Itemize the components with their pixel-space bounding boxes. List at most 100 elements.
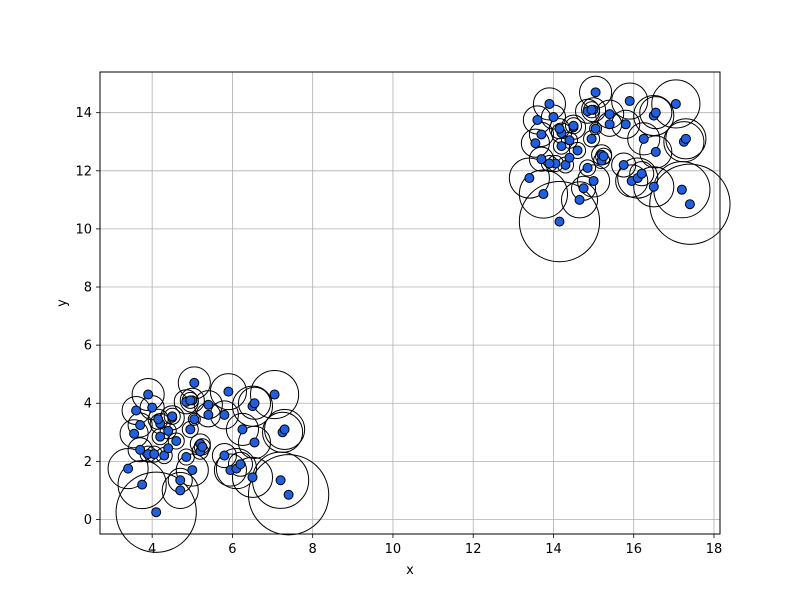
size-ring [161, 471, 199, 509]
scatter-point [197, 441, 208, 452]
scatter-point [578, 183, 589, 194]
scatter-point [249, 398, 260, 409]
scatter-point [219, 450, 230, 461]
scatter-point [638, 133, 649, 144]
size-ring [249, 369, 300, 420]
grid [100, 72, 720, 534]
size-ring [589, 122, 603, 136]
scatter-point [185, 424, 196, 435]
size-ring [629, 161, 655, 187]
x-axis-label: x [406, 563, 414, 578]
scatter-point [163, 443, 174, 454]
y-tick-label: 0 [84, 513, 92, 528]
scatter-point [167, 411, 178, 422]
size-ring [213, 453, 247, 487]
scatter-point [249, 437, 260, 448]
scatter-point [163, 425, 174, 436]
scatter-point [536, 129, 547, 140]
size-ring [633, 95, 675, 137]
scatter-point [536, 154, 547, 165]
scatter-point [604, 119, 615, 130]
scatter-point [554, 216, 565, 227]
scatter-point [588, 175, 599, 186]
size-ring [215, 448, 258, 490]
scatter-point [129, 428, 140, 439]
scatter-point [524, 173, 535, 184]
scatter-point [684, 199, 695, 210]
scatter-point [624, 96, 635, 107]
size-rings [107, 75, 731, 553]
plot-frame [99, 71, 721, 535]
scatter-point [676, 184, 687, 195]
scatter-point [568, 120, 579, 131]
data-points [123, 87, 695, 518]
size-ring [117, 460, 167, 510]
scatter-point [564, 152, 575, 163]
y-tick-label: 12 [75, 164, 92, 179]
scatter-point [143, 389, 154, 400]
scatter-point [636, 168, 647, 179]
x-tick-label: 4 [148, 542, 156, 557]
size-ring [231, 385, 274, 427]
scatter-point [123, 463, 134, 474]
scatter-point [586, 133, 597, 144]
scatter-point [590, 123, 601, 134]
scatter-point [279, 424, 290, 435]
scatter-point [149, 449, 160, 460]
scatter-point [283, 489, 294, 500]
x-tick-label: 6 [228, 542, 236, 557]
size-ring [115, 471, 197, 553]
scatter-point [269, 389, 280, 400]
scatter-point [548, 112, 559, 123]
y-tick-label: 4 [84, 397, 92, 412]
size-ring [639, 96, 673, 130]
size-ring [617, 157, 659, 199]
y-axis-ticks: 0 2 4 6 8 10 12 14 [75, 106, 100, 528]
scatter-point [189, 377, 200, 388]
scatter-point [648, 181, 659, 192]
scatter-point [544, 98, 555, 109]
size-ring [611, 82, 649, 120]
scatter-point [556, 141, 567, 152]
scatter-point [572, 145, 583, 156]
y-tick-label: 14 [75, 106, 92, 121]
scatter-point [237, 424, 248, 435]
x-axis-ticks: 4 6 8 10 12 14 16 18 [148, 534, 722, 557]
y-tick-label: 6 [84, 339, 92, 354]
scatter-point [275, 475, 286, 486]
scatter-point [586, 104, 597, 115]
x-tick-label: 18 [706, 542, 723, 557]
size-ring [565, 117, 583, 135]
size-ring [649, 163, 731, 245]
scatter-point [590, 87, 601, 98]
size-ring [211, 443, 237, 469]
scatter-point [131, 405, 142, 416]
scatter-point [650, 107, 661, 118]
scatter-point [604, 109, 615, 120]
scatter-point [155, 431, 166, 442]
scatter-point [223, 386, 234, 397]
size-ring [237, 386, 272, 420]
scatter-point [532, 114, 543, 125]
size-ring [581, 97, 607, 123]
scatter-point [530, 138, 541, 149]
scatter-point [147, 402, 158, 413]
scatter-point [564, 135, 575, 146]
scatter-point [187, 465, 198, 476]
scatter-point [151, 507, 162, 518]
scatter-point [203, 409, 214, 420]
scatter-point [620, 119, 631, 130]
scatter-point [574, 194, 585, 205]
scatter-point [135, 420, 146, 431]
size-ring [262, 411, 304, 453]
scatter-point [235, 459, 246, 470]
scatter-point [175, 475, 186, 486]
size-ring [577, 164, 611, 198]
size-ring [187, 412, 201, 426]
x-tick-label: 14 [545, 542, 562, 557]
scatter-point [650, 146, 661, 157]
size-ring [611, 152, 637, 178]
scatter-point [554, 123, 565, 134]
